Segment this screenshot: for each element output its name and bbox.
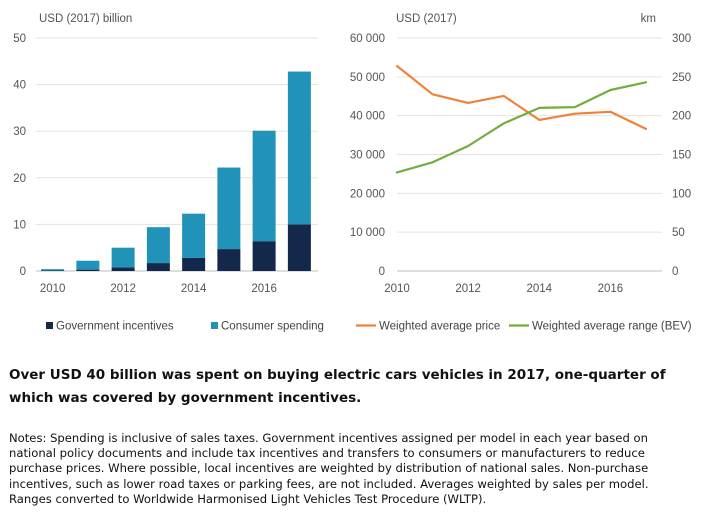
- consumer-spending-bar: [217, 167, 241, 250]
- right-left-y-tick-label: 30 000: [350, 150, 385, 162]
- right-x-tick-label: 2016: [598, 283, 624, 295]
- right-right-y-tick-label: 250: [672, 72, 691, 84]
- government-incentives-bar: [217, 249, 241, 271]
- right-right-y-tick-label: 100: [672, 188, 691, 200]
- right-series-lines: [395, 64, 648, 174]
- consumer-spending-bar: [76, 260, 100, 270]
- right-right-y-tick-label: 0: [672, 266, 678, 278]
- right-right-y-tick-label: 200: [672, 111, 691, 123]
- left-x-tick-label: 2010: [40, 283, 66, 295]
- left-bars: [41, 71, 311, 271]
- left-y-tick-label: 30: [13, 126, 26, 138]
- legend-swatch: [211, 322, 218, 329]
- price-range-chart: USD (2017) km 0 10 000 20 000 30 000 40 000 5…: [350, 13, 692, 333]
- weighted-average-price-line: [395, 64, 648, 130]
- right-left-y-tick-label: 60 000: [350, 33, 385, 45]
- consumer-spending-bar: [252, 130, 276, 242]
- legend-label: Weighted average price: [379, 321, 500, 333]
- consumer-spending-bar: [146, 227, 170, 264]
- right-x-tick-label: 2012: [455, 283, 481, 295]
- weighted-average-range-line: [395, 81, 648, 174]
- right-right-axis-title: km: [641, 13, 656, 25]
- left-x-tick-labels: 2010 2012 2014 2016: [40, 283, 277, 295]
- legend-label: Government incentives: [56, 321, 174, 333]
- government-incentives-bar: [252, 241, 276, 271]
- left-x-tick-label: 2012: [110, 283, 136, 295]
- right-right-y-tick-labels: 0 50 100 150 200 250 300: [672, 33, 691, 278]
- right-x-tick-label: 2010: [384, 283, 410, 295]
- figure-caption: Over USD 40 billion was spent on buying …: [9, 367, 666, 406]
- government-incentives-bar: [146, 263, 170, 271]
- government-incentives-bar: [182, 257, 206, 271]
- right-left-axis-title: USD (2017): [396, 13, 457, 25]
- right-legend: Weighted average price Weighted average r…: [356, 321, 692, 333]
- right-right-y-tick-label: 50: [672, 227, 685, 239]
- legend-label: Weighted average range (BEV): [532, 321, 692, 333]
- right-left-y-tick-labels: 0 10 000 20 000 30 000 40 000 50 000 60 000: [350, 33, 385, 278]
- left-y-tick-label: 50: [13, 33, 26, 45]
- consumer-spending-bar: [41, 269, 65, 271]
- right-left-y-tick-label: 0: [379, 266, 385, 278]
- left-y-axis-title: USD (2017) billion: [39, 13, 132, 25]
- right-x-tick-labels: 2010 2012 2014 2016: [384, 283, 623, 295]
- left-gridlines: [36, 37, 318, 272]
- left-y-tick-label: 0: [20, 266, 26, 278]
- left-y-tick-label: 10: [13, 219, 26, 231]
- legend-swatch: [46, 322, 53, 329]
- right-left-y-tick-label: 10 000: [350, 227, 385, 239]
- right-x-tick-label: 2014: [526, 283, 552, 295]
- left-y-tick-label: 40: [13, 80, 26, 92]
- right-left-y-tick-label: 50 000: [350, 72, 385, 84]
- government-incentives-bar: [287, 224, 311, 271]
- right-left-y-tick-label: 20 000: [350, 188, 385, 200]
- government-incentives-bar: [111, 267, 135, 271]
- legend-label: Consumer spending: [221, 321, 324, 333]
- consumer-spending-bar: [111, 247, 135, 268]
- left-x-tick-label: 2014: [181, 283, 207, 295]
- figure-notes: Notes: Spending is inclusive of sales ta…: [9, 431, 649, 506]
- government-incentives-bar: [76, 269, 100, 271]
- left-legend: Government incentives Consumer spending: [46, 321, 324, 333]
- right-right-y-tick-label: 300: [672, 33, 691, 45]
- left-y-tick-label: 20: [13, 173, 26, 185]
- right-left-y-tick-label: 40 000: [350, 111, 385, 123]
- left-y-tick-labels: 0 10 20 30 40 50: [13, 33, 26, 278]
- right-right-y-tick-label: 150: [672, 150, 691, 162]
- right-gridlines: [397, 37, 662, 272]
- consumer-spending-bar: [287, 71, 311, 225]
- consumer-spending-bar: [182, 213, 206, 258]
- left-x-tick-label: 2016: [251, 283, 277, 295]
